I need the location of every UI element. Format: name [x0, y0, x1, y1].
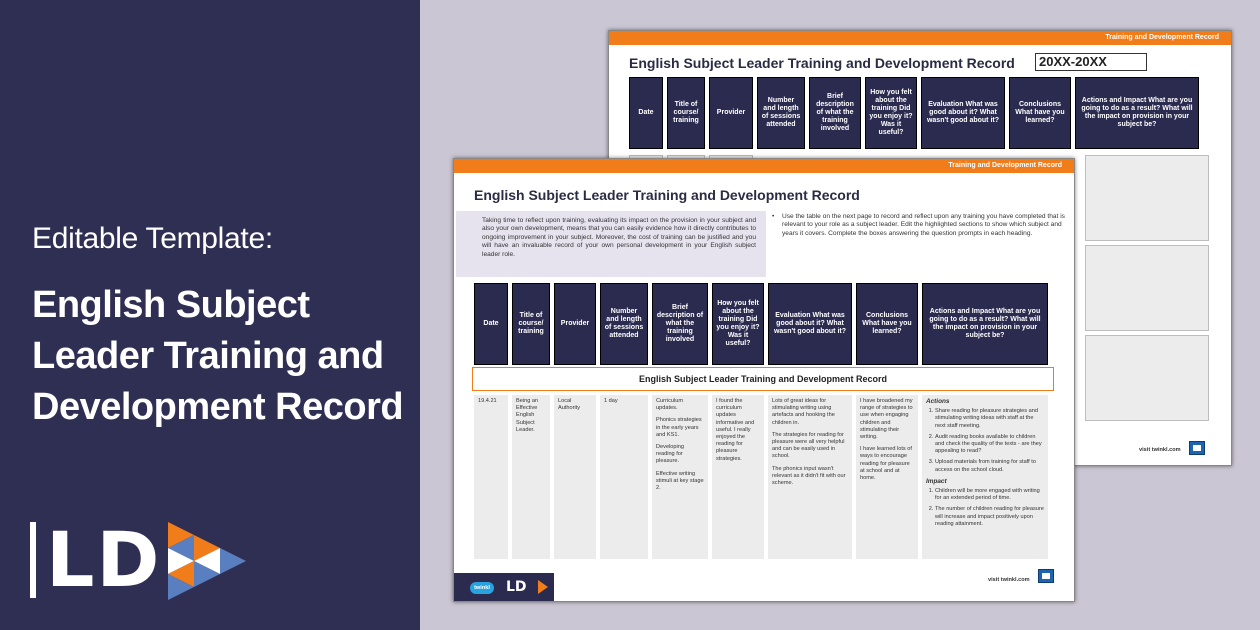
logo-text: LD: [46, 515, 162, 604]
table-sub-banner: English Subject Leader Training and Deve…: [472, 367, 1054, 391]
header-feelings: How you felt about the training Did you …: [712, 283, 764, 365]
header-evaluation: Evaluation What was good about it? What …: [768, 283, 852, 365]
cell-feelings[interactable]: I found the curriculum updates informati…: [712, 395, 764, 559]
instructions-text: • Use the table on the next page to reco…: [772, 213, 1068, 238]
logo-bar: [30, 522, 36, 598]
ld-logo: LD: [30, 518, 250, 602]
page-strip: Training and Development Record: [609, 31, 1231, 45]
cell-date[interactable]: 19.4.21: [474, 395, 508, 559]
header-actions: Actions and Impact What are you going to…: [922, 283, 1048, 365]
logo-triangles-icon: [168, 522, 246, 600]
instructions-body: Use the table on the next page to record…: [782, 213, 1065, 237]
year-field[interactable]: 20XX-20XX: [1035, 53, 1147, 71]
header-sessions: Number and length of sessions attended: [757, 77, 805, 149]
header-actions: Actions and Impact What are you going to…: [1075, 77, 1199, 149]
header-description: Brief description of what the training i…: [809, 77, 861, 149]
page-footer-bar: twinkl LD: [454, 573, 554, 601]
header-title: Title of course/ training: [667, 77, 705, 149]
grid-cell[interactable]: [1085, 155, 1209, 241]
header-conclusions: Conclusions What have you learned?: [856, 283, 918, 365]
actions-heading: Actions: [926, 398, 950, 405]
actions-list: Share reading for pleasure strategies an…: [926, 408, 1044, 474]
evaluation-item: The strategies for reading for pleasure …: [772, 431, 845, 460]
intro-text-box: Taking time to reflect upon training, ev…: [456, 211, 766, 277]
description-item: Phonics strategies in the early years an…: [656, 417, 702, 438]
action-item: Upload materials from training for staff…: [935, 459, 1044, 473]
back-page-title: English Subject Leader Training and Deve…: [629, 55, 1015, 71]
header-description: Brief description of what the training i…: [652, 283, 708, 365]
header-provider: Provider: [709, 77, 753, 149]
preview-area: Training and Development Record English …: [420, 0, 1260, 630]
header-date: Date: [474, 283, 508, 365]
promo-title: English Subject Leader Training and Deve…: [32, 284, 404, 428]
evaluation-item: The phonics input wasn't relevant as it …: [772, 465, 846, 487]
header-title: Title of course/ training: [512, 283, 550, 365]
description-item: Developing reading for pleasure.: [656, 444, 684, 465]
mini-ld-logo: LD: [506, 579, 527, 595]
visit-link[interactable]: visit twinkl.com: [988, 577, 1030, 583]
conclusion-item: I have learned lots of ways to encourage…: [860, 446, 912, 482]
description-item: Curriculum updates.: [656, 398, 684, 412]
cell-evaluation[interactable]: Lots of great ideas for stimulating writ…: [768, 395, 852, 559]
editable-template-label: Editable Template:: [32, 222, 273, 255]
action-item: Audit reading books available to childre…: [935, 434, 1044, 456]
visit-link[interactable]: visit twinkl.com: [1139, 447, 1181, 453]
cell-title[interactable]: Being an Effective English Subject Leade…: [512, 395, 550, 559]
impact-list: Children will be more engaged with writi…: [926, 488, 1044, 528]
front-page-title: English Subject Leader Training and Deve…: [474, 187, 860, 203]
page-strip: Training and Development Record: [454, 159, 1074, 173]
bullet: •: [772, 213, 775, 220]
impact-item: The number of children reading for pleas…: [935, 506, 1044, 528]
header-sessions: Number and length of sessions attended: [600, 283, 648, 365]
header-conclusions: Conclusions What have you learned?: [1009, 77, 1071, 149]
action-item: Share reading for pleasure strategies an…: [935, 408, 1044, 430]
impact-heading: Impact: [926, 477, 947, 485]
header-provider: Provider: [554, 283, 596, 365]
header-date: Date: [629, 77, 663, 149]
description-item: Effective writing stimuli at key stage 2…: [656, 470, 704, 492]
impact-item: Children will be more engaged with writi…: [935, 488, 1044, 502]
quality-mark-icon: [1038, 569, 1054, 583]
cell-provider[interactable]: Local Authority: [554, 395, 596, 559]
quality-mark-icon: [1189, 441, 1205, 455]
promo-panel: Editable Template: English Subject Leade…: [0, 0, 420, 630]
header-evaluation: Evaluation What was good about it? What …: [921, 77, 1005, 149]
front-document-page: Training and Development Record English …: [453, 158, 1075, 602]
front-header-row: Date Title of course/ training Provider …: [474, 283, 1048, 365]
twinkl-logo: twinkl: [470, 582, 494, 594]
ld-triangle-icon: [538, 580, 548, 594]
cell-sessions[interactable]: 1 day: [600, 395, 648, 559]
cell-conclusions[interactable]: I have broadened my range of strategies …: [856, 395, 918, 559]
evaluation-item: Lots of great ideas for stimulating writ…: [772, 398, 835, 426]
header-feelings: How you felt about the training Did you …: [865, 77, 917, 149]
grid-cell[interactable]: [1085, 335, 1209, 421]
cell-description[interactable]: Curriculum updates. Phonics strategies i…: [652, 395, 708, 559]
conclusion-item: I have broadened my range of strategies …: [860, 398, 913, 441]
back-header-row: Date Title of course/ training Provider …: [629, 77, 1199, 149]
cell-actions[interactable]: Actions Share reading for pleasure strat…: [922, 395, 1048, 559]
grid-cell[interactable]: [1085, 245, 1209, 331]
record-row: 19.4.21 Being an Effective English Subje…: [474, 395, 1048, 559]
